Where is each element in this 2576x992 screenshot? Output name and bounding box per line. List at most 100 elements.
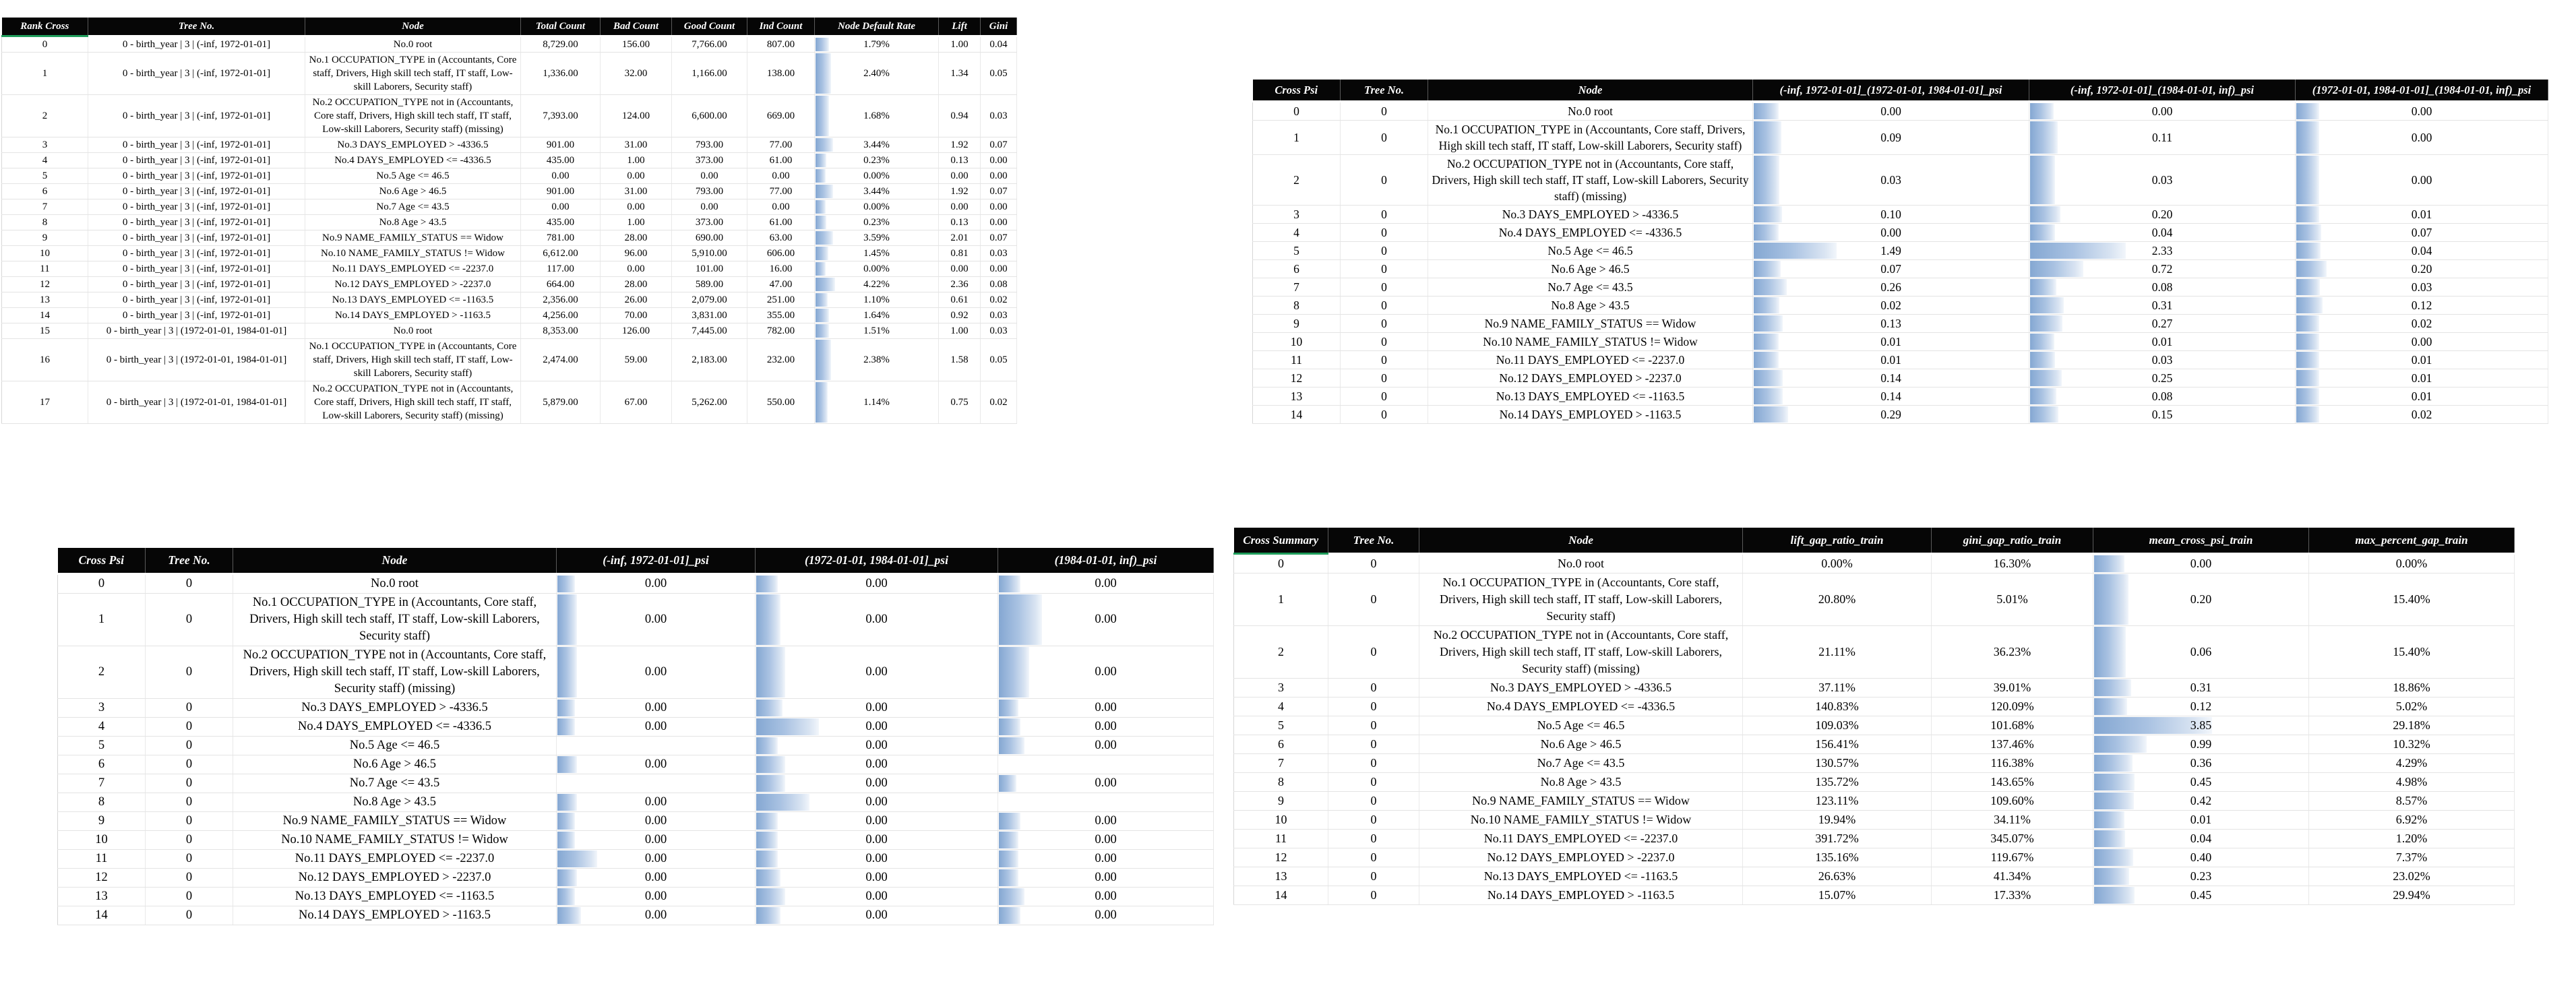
cell-p1[interactable]: 0.00 — [556, 593, 756, 646]
cell-tree[interactable]: 0 - birth_year | 3 | (-inf, 1972-01-01] — [88, 214, 305, 230]
cell-p3[interactable]: 0.00 — [998, 593, 1214, 646]
cell-total[interactable]: 0.00 — [520, 199, 601, 215]
cell-p2[interactable]: 0.00 — [755, 887, 998, 906]
cell-mean[interactable]: 0.36 — [2093, 753, 2309, 773]
cell-node[interactable]: No.6 Age > 46.5 — [233, 755, 557, 774]
cell-tree[interactable]: 0 — [145, 906, 233, 925]
column-header-node[interactable]: Node — [1428, 80, 1753, 102]
cell-node[interactable]: No.0 root — [1419, 553, 1743, 574]
cell-tree[interactable]: 0 — [1328, 735, 1419, 754]
cell-ind[interactable]: 232.00 — [747, 338, 815, 381]
cell-p1[interactable]: 0.00 — [556, 646, 756, 699]
cell-rate[interactable]: 2.38% — [814, 338, 939, 381]
cell-p2[interactable]: 0.00 — [755, 755, 998, 774]
cell-gini[interactable]: 0.08 — [980, 276, 1017, 292]
cell-ind[interactable]: 77.00 — [747, 183, 815, 199]
cell-p2[interactable]: 0.00 — [755, 793, 998, 812]
cell-tree[interactable]: 0 — [1328, 753, 1419, 773]
cell-p1[interactable]: 0.00 — [556, 755, 756, 774]
cell-node[interactable]: No.4 DAYS_EMPLOYED <= -4336.5 — [233, 717, 557, 737]
cell-good[interactable]: 0.00 — [671, 199, 747, 215]
cell-ind[interactable]: 807.00 — [747, 36, 815, 53]
cell-gini[interactable]: 0.05 — [980, 52, 1017, 95]
column-header-total-count[interactable]: Total Count — [520, 18, 601, 37]
cell-node[interactable]: No.11 DAYS_EMPLOYED <= -2237.0 — [305, 261, 521, 277]
cell-p2[interactable]: 0.15 — [2029, 405, 2296, 424]
column-header-ind-count[interactable]: Ind Count — [747, 18, 815, 37]
cell-total[interactable]: 5,879.00 — [520, 381, 601, 424]
cell-ind[interactable]: 550.00 — [747, 381, 815, 424]
cell-tree[interactable]: 0 — [145, 849, 233, 869]
cell-tree[interactable]: 0 — [1340, 314, 1428, 333]
cell-total[interactable]: 2,356.00 — [520, 292, 601, 308]
cell-ind[interactable]: 77.00 — [747, 137, 815, 153]
cell-total[interactable]: 901.00 — [520, 137, 601, 153]
cell-node[interactable]: No.8 Age > 43.5 — [1419, 772, 1743, 792]
cell-id[interactable]: 1 — [1233, 573, 1328, 626]
cell-ind[interactable]: 63.00 — [747, 230, 815, 246]
cell-gini[interactable]: 0.07 — [980, 137, 1017, 153]
cell-node[interactable]: No.14 DAYS_EMPLOYED > -1163.5 — [1428, 405, 1753, 424]
cell-p1[interactable] — [556, 736, 756, 755]
cell-p1[interactable]: 0.00 — [556, 887, 756, 906]
cell-gini[interactable]: 0.00 — [980, 168, 1017, 184]
cell-tree[interactable]: 0 - birth_year | 3 | (-inf, 1972-01-01] — [88, 230, 305, 246]
cell-good[interactable]: 3,831.00 — [671, 307, 747, 323]
column-header-tree-no[interactable]: Tree No. — [1340, 80, 1428, 102]
cell-lift[interactable]: 1.00 — [938, 323, 981, 339]
cell-p1[interactable]: 0.01 — [1752, 332, 2029, 351]
cell-p2[interactable]: 0.72 — [2029, 259, 2296, 278]
cell-p1[interactable] — [556, 774, 756, 793]
cell-bad[interactable]: 28.00 — [600, 230, 672, 246]
cell-lift[interactable]: 0.81 — [938, 245, 981, 261]
cell-p1[interactable]: 0.14 — [1752, 369, 2029, 388]
cell-p3[interactable]: 0.00 — [2295, 332, 2548, 351]
cell-lift[interactable]: 0.13 — [938, 152, 981, 168]
cell-max[interactable]: 8.57% — [2308, 791, 2515, 811]
cell-tree[interactable]: 0 — [1328, 791, 1419, 811]
cell-rank[interactable]: 17 — [1, 381, 88, 424]
cell-good[interactable]: 6,600.00 — [671, 94, 747, 137]
cell-ind[interactable]: 61.00 — [747, 152, 815, 168]
cell-gini[interactable]: 345.07% — [1931, 829, 2093, 848]
cell-id[interactable]: 1 — [1252, 120, 1341, 155]
column-header-1972-01-01-1984-01-01-psi[interactable]: (1972-01-01, 1984-01-01]_psi — [755, 548, 998, 575]
cell-id[interactable]: 9 — [57, 811, 146, 831]
cell-lift[interactable]: 0.13 — [938, 214, 981, 230]
cell-ind[interactable]: 782.00 — [747, 323, 815, 339]
cell-node[interactable]: No.9 NAME_FAMILY_STATUS == Widow — [1428, 314, 1753, 333]
column-header-tree-no[interactable]: Tree No. — [145, 548, 233, 575]
cell-good[interactable]: 5,262.00 — [671, 381, 747, 424]
cell-p1[interactable]: 0.14 — [1752, 387, 2029, 406]
cell-node[interactable]: No.0 root — [233, 574, 557, 594]
cell-id[interactable]: 7 — [1233, 753, 1328, 773]
cell-p1[interactable]: 1.49 — [1752, 241, 2029, 260]
cell-p2[interactable]: 2.33 — [2029, 241, 2296, 260]
cell-rank[interactable]: 5 — [1, 168, 88, 184]
cell-rate[interactable]: 4.22% — [814, 276, 939, 292]
cell-node[interactable]: No.5 Age <= 46.5 — [1419, 716, 1743, 735]
cell-rank[interactable]: 6 — [1, 183, 88, 199]
cell-node[interactable]: No.3 DAYS_EMPLOYED > -4336.5 — [1419, 678, 1743, 698]
cell-lift[interactable]: 1.00 — [938, 36, 981, 53]
cell-lift[interactable]: 135.72% — [1742, 772, 1932, 792]
column-header-inf-1972-01-01-1984-01-01-inf-psi[interactable]: (-inf, 1972-01-01]_(1984-01-01, inf)_psi — [2029, 80, 2296, 102]
cell-p2[interactable]: 0.04 — [2029, 223, 2296, 242]
cell-p3[interactable] — [998, 793, 1214, 812]
cell-good[interactable]: 2,183.00 — [671, 338, 747, 381]
cell-gini[interactable]: 120.09% — [1931, 697, 2093, 716]
cell-node[interactable]: No.2 OCCUPATION_TYPE not in (Accountants… — [305, 381, 521, 424]
cell-id[interactable]: 7 — [1252, 278, 1341, 297]
cell-lift[interactable]: 15.07% — [1742, 886, 1932, 905]
cell-p2[interactable]: 0.20 — [2029, 205, 2296, 224]
cell-good[interactable]: 373.00 — [671, 152, 747, 168]
cell-tree[interactable]: 0 - birth_year | 3 | (-inf, 1972-01-01] — [88, 307, 305, 323]
cell-id[interactable]: 14 — [1233, 886, 1328, 905]
cell-gini[interactable]: 0.07 — [980, 230, 1017, 246]
cell-node[interactable]: No.7 Age <= 43.5 — [305, 199, 521, 215]
cell-tree[interactable]: 0 — [145, 830, 233, 850]
cell-tree[interactable]: 0 — [1328, 772, 1419, 792]
cell-rate[interactable]: 0.00% — [814, 168, 939, 184]
cell-total[interactable]: 435.00 — [520, 152, 601, 168]
cell-good[interactable]: 1,166.00 — [671, 52, 747, 95]
